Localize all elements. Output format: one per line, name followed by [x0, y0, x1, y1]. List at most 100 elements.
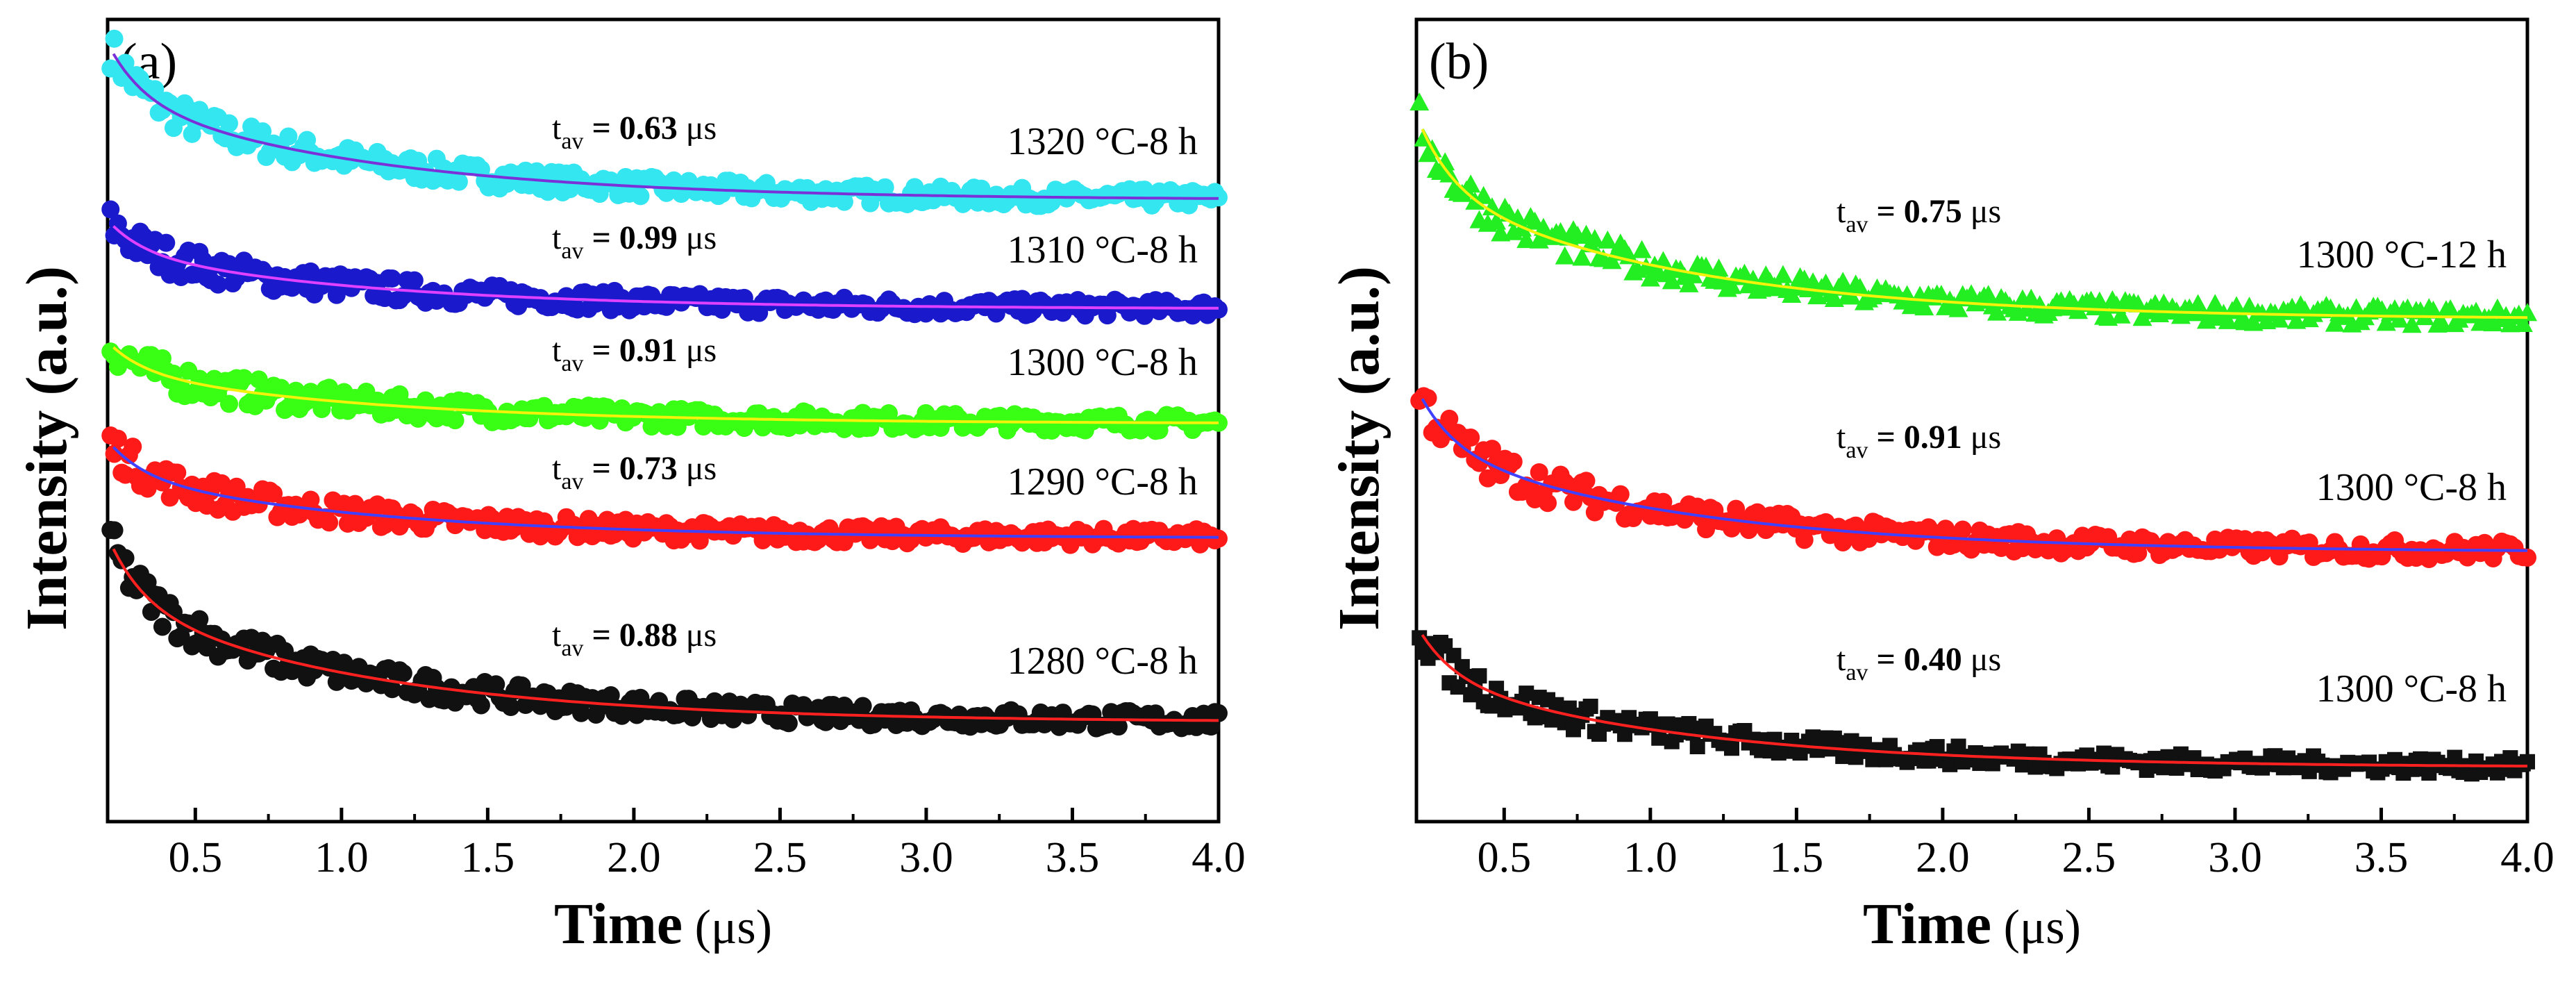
- data-point: [124, 438, 142, 456]
- data-point: [2513, 314, 2533, 333]
- fit-line: [1421, 128, 2528, 319]
- data-point: [1202, 717, 1221, 736]
- data-point: [1640, 268, 1660, 287]
- data-point: [1482, 440, 1501, 458]
- data-point: [2346, 298, 2366, 317]
- data-point: [1572, 247, 1592, 266]
- data-point: [1555, 246, 1575, 265]
- data-point: [105, 29, 124, 48]
- x-tick-label: 4.0: [1191, 834, 1246, 881]
- series: 1280 °C-8 h tav = 0.88 μs: [101, 521, 1228, 738]
- x-tick-label: 1.5: [461, 834, 515, 881]
- data-point: [376, 515, 394, 534]
- data-point: [2227, 296, 2247, 315]
- x-tick-label: 2.5: [753, 834, 808, 881]
- x-tick-label: 1.5: [1770, 834, 1824, 881]
- data-point: [101, 200, 120, 219]
- data-point: [1948, 299, 1968, 317]
- plot-frame: [1414, 17, 2529, 824]
- data-point: [817, 713, 835, 731]
- data-point: [2325, 313, 2345, 332]
- data-point: [2423, 300, 2443, 319]
- series-label: 1300 °C-12 h: [2297, 233, 2507, 276]
- data-point: [1632, 240, 1652, 258]
- data-point: [853, 697, 872, 715]
- tav-annotation: tav = 0.99 μs: [552, 219, 717, 264]
- data-point: [219, 394, 238, 413]
- series-label: 1300 °C-8 h: [1007, 341, 1198, 384]
- data-point: [1210, 704, 1228, 722]
- fit-line: [112, 548, 1219, 722]
- fit-line: [1421, 398, 2527, 552]
- data-point: [1697, 520, 1716, 539]
- x-tick-label: 0.5: [1478, 834, 1532, 881]
- data-point: [2402, 315, 2422, 333]
- series-label: 1320 °C-8 h: [1007, 120, 1198, 163]
- x-axis-title: Time (μs): [554, 892, 772, 956]
- data-point: [2447, 749, 2463, 765]
- x-axis-unit: (μs): [2004, 901, 2081, 954]
- data-point: [1850, 277, 1870, 296]
- data-point: [219, 114, 238, 133]
- data-point: [1530, 463, 1548, 481]
- series: 1300 °C-8 h tav = 0.91 μs: [1410, 387, 2536, 569]
- data-point: [1561, 700, 1577, 716]
- tav-annotation: tav = 0.63 μs: [552, 110, 717, 154]
- data-point: [2129, 544, 2148, 563]
- data-point: [2518, 548, 2536, 567]
- data-point: [779, 714, 798, 733]
- data-point: [601, 686, 620, 705]
- data-point: [253, 122, 272, 141]
- fit-line: [112, 446, 1219, 539]
- data-point: [1921, 753, 1937, 769]
- panel-b: (b) 0.5 1.0 1.5 2.0 2.5 3.0 3.5 4.0 Time (μs) Inte…: [1327, 17, 2554, 956]
- data-point: [394, 664, 412, 683]
- data-point: [383, 269, 401, 288]
- series-label: 1300 °C-8 h: [2316, 667, 2507, 710]
- data-point: [1210, 529, 1228, 548]
- x-tick-label: 3.0: [899, 834, 953, 881]
- data-point: [690, 531, 709, 550]
- data-point: [146, 80, 165, 99]
- data-point: [2096, 745, 2112, 761]
- data-point: [1689, 738, 1705, 754]
- data-point: [2089, 291, 2109, 310]
- panel-label: (b): [1429, 33, 1489, 90]
- series: 1300 °C-12 h tav = 0.75 μs: [1410, 92, 2537, 333]
- x-tick-label: 3.0: [2208, 834, 2262, 881]
- data-point: [405, 271, 424, 290]
- fit-line: [112, 346, 1219, 424]
- data-point: [142, 602, 160, 621]
- data-point: [1482, 197, 1502, 216]
- data-point: [153, 617, 172, 636]
- x-tick-label: 1.0: [315, 834, 369, 881]
- data-point: [1651, 730, 1667, 746]
- data-point: [1471, 668, 1487, 684]
- data-point: [471, 696, 490, 715]
- data-point: [208, 275, 227, 294]
- data-point: [108, 429, 127, 448]
- x-tick-label: 3.5: [2355, 834, 2409, 881]
- data-point: [572, 704, 591, 722]
- data-point: [1410, 92, 1430, 111]
- tav-annotation: tav = 0.40 μs: [1837, 641, 2001, 685]
- data-point: [512, 676, 531, 695]
- data-point: [1795, 531, 1814, 549]
- data-point: [1953, 520, 1972, 539]
- data-point: [1611, 485, 1630, 504]
- x-tick-label: 0.5: [169, 834, 223, 881]
- data-point: [157, 233, 176, 252]
- data-point: [1598, 230, 1618, 249]
- x-axis-label: Time: [1863, 892, 1991, 956]
- data-point: [1833, 272, 1853, 290]
- fit-line: [1421, 633, 2527, 767]
- series: 1310 °C-8 h tav = 0.99 μs: [101, 200, 1228, 325]
- data-point: [249, 370, 268, 389]
- data-point: [2432, 313, 2452, 331]
- data-point: [2218, 310, 2238, 329]
- data-point: [105, 521, 124, 540]
- data-point: [2111, 305, 2131, 324]
- data-point: [1013, 290, 1032, 308]
- tav-annotation: tav = 0.75 μs: [1837, 193, 2001, 238]
